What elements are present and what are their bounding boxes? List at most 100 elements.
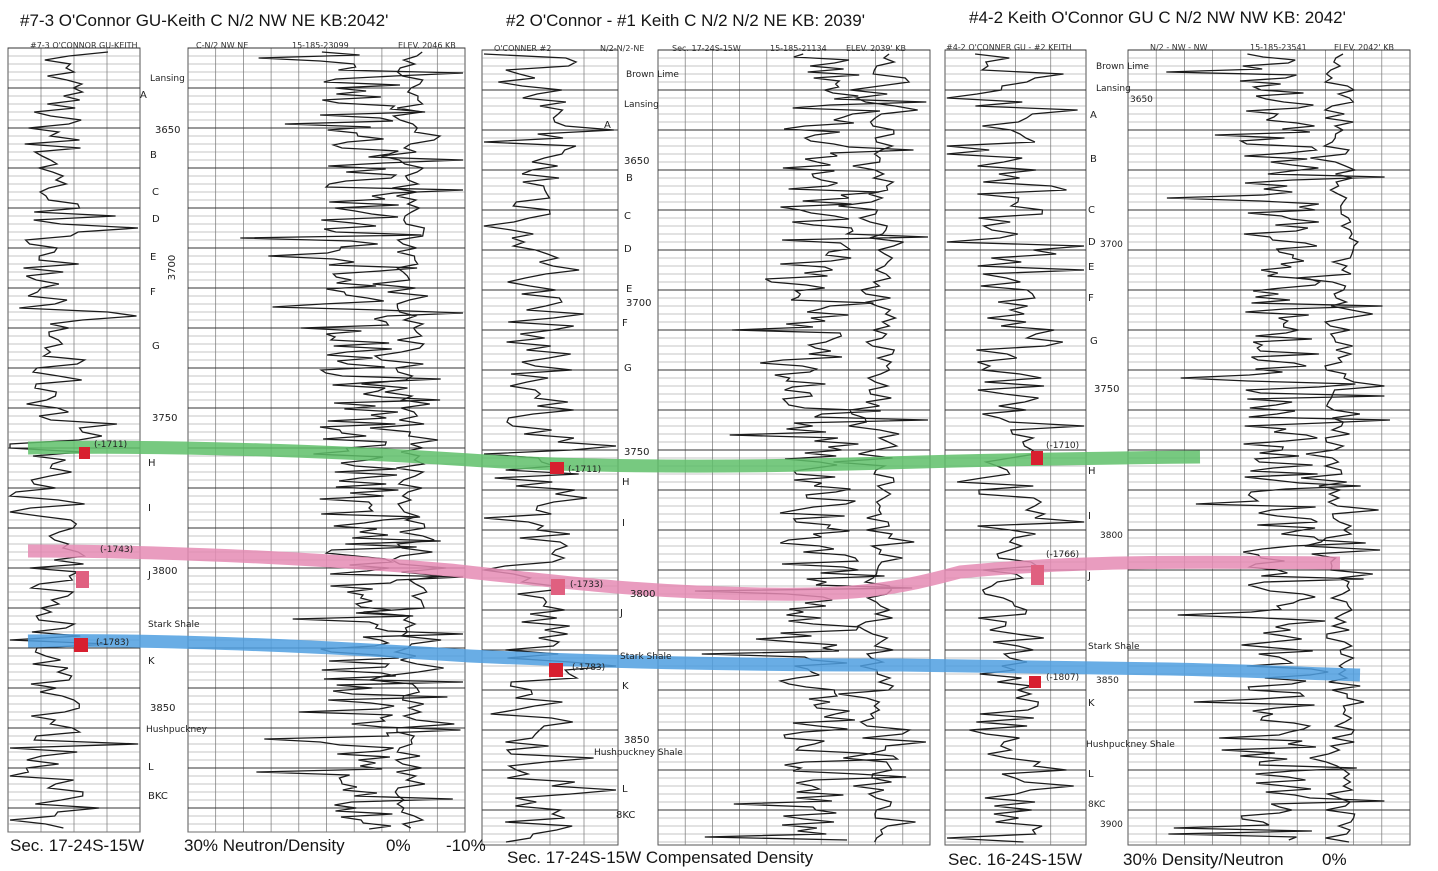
zone-label: G (1090, 336, 1098, 347)
pick-label: (-1733) (570, 580, 604, 590)
porosity-curve-secondary (833, 53, 926, 843)
pick-label: (-1711) (94, 440, 128, 450)
pick-label: (-1783) (572, 663, 606, 673)
depth-label: 3650 (624, 156, 650, 167)
zone-label: E (150, 252, 157, 263)
well-3-log-header-api: 15-185-23541 (1250, 43, 1307, 52)
log-track-scale-lines (684, 50, 904, 845)
zone-label: Lansing (150, 74, 185, 84)
zone-label: J (148, 570, 151, 581)
zone-label: 8KC (616, 810, 636, 821)
zone-label: C (1088, 205, 1095, 216)
zone-label: A (1090, 110, 1097, 121)
zone-label: D (1088, 237, 1096, 248)
well-3-footer-scale-right: 0% (1322, 850, 1347, 869)
pick-marker (549, 663, 563, 677)
pick-label: (-1743) (100, 545, 134, 555)
zone-label: Stark Shale (1088, 642, 1140, 652)
gamma-ray-curve (8, 51, 139, 829)
zone-label: Stark Shale (148, 620, 200, 630)
well-2-log-header-location: N/2-N/2-NE (600, 44, 645, 53)
well-1-log-header-api: 15-185-23099 (292, 41, 349, 50)
pick-marker (74, 638, 88, 652)
zone-label: L (1088, 769, 1094, 780)
well-2-log-header-section: Sec. 17-24S-15W (672, 44, 741, 53)
zone-label: Hushpuckney Shale (1086, 740, 1175, 750)
zone-label: Brown Lime (1096, 62, 1149, 72)
zone-label: I (622, 518, 625, 529)
zone-label: I (148, 503, 151, 514)
well-1-footer-scale: 30% Neutron/Density (184, 836, 345, 855)
well-2-log-header-name: O'CONNER #2 (494, 44, 552, 53)
depth-label: 3850 (150, 703, 176, 714)
depth-label: 3750 (624, 447, 650, 458)
correlation-band-blue (27, 634, 1361, 682)
pick-label: (-1711) (568, 465, 602, 475)
depth-label: 3850 (1096, 676, 1119, 686)
well-2-title: #2 O'Connor - #1 Keith C N/2 N/2 NE KB: … (506, 11, 865, 30)
pick-marker (76, 571, 89, 588)
well-3-title: #4-2 Keith O'Connor GU C N/2 NW NW KB: 2… (969, 8, 1346, 27)
pick-marker (79, 447, 90, 459)
depth-label: 3650 (1130, 95, 1153, 105)
porosity-curve (694, 53, 929, 841)
depth-label: 3700 (626, 298, 652, 309)
well-1-footer-section: Sec. 17-24S-15W (10, 836, 145, 855)
zone-label: 8KC (1088, 800, 1106, 810)
porosity-curve (240, 51, 464, 830)
zone-label: A (140, 90, 147, 101)
zone-label: J (1088, 571, 1091, 582)
zone-label: C (624, 211, 631, 222)
depth-label: 3750 (1094, 384, 1120, 395)
well-2-log-header-api: 15-185-21134 (770, 44, 827, 53)
log-grid-layer (7, 47, 1411, 846)
well-3-log-header-name: #4-2 O'CONNER GU - #2 KEITH (946, 43, 1072, 52)
depth-label: 3900 (1100, 820, 1123, 830)
gamma-ray-curve (483, 53, 617, 843)
pick-label: (-1710) (1046, 441, 1080, 451)
zone-label: F (1088, 293, 1094, 304)
zone-label: Stark Shale (620, 652, 672, 662)
depth-label: 3800 (630, 589, 656, 600)
correlation-band-layer (27, 440, 1361, 688)
zone-label: Lansing (624, 100, 659, 110)
zone-label: K (148, 656, 155, 667)
log-track-scale-lines (979, 50, 1052, 845)
zone-label: Hushpuckney (146, 725, 208, 735)
well-3-footer-section: Sec. 16-24S-15W (948, 850, 1083, 869)
porosity-curve-secondary (1296, 53, 1385, 843)
zone-label: B (150, 150, 157, 161)
depth-label: 3700 (1100, 240, 1123, 250)
well-1-footer-scale-mid: 0% (386, 836, 411, 855)
zone-label: I (1088, 511, 1091, 522)
pick-marker (551, 579, 565, 595)
zone-label: E (626, 284, 633, 295)
well-1-title: #7-3 O'Connor GU-Keith C N/2 NW NE KB:20… (20, 11, 389, 30)
depth-label: 3700 (167, 254, 179, 281)
zone-label: C (152, 187, 159, 198)
zone-label: Lansing (1096, 84, 1131, 94)
zone-label: D (624, 244, 632, 255)
well-3-footer-scale: 30% Density/Neutron (1123, 850, 1284, 869)
pick-marker (1031, 451, 1043, 465)
zone-label: J (620, 608, 623, 619)
pick-marker (550, 462, 564, 474)
zone-label: H (148, 458, 156, 469)
well-1-footer-scale-right: -10% (446, 836, 486, 855)
zone-label: D (152, 214, 160, 225)
zone-label: H (1088, 466, 1096, 477)
porosity-curve (1166, 53, 1391, 841)
well-1-log-header-name: #7-3 O'CONNOR GU-KEITH (30, 41, 138, 50)
correlation-band-green (27, 440, 1201, 473)
correlation-band-pink (27, 544, 1341, 601)
porosity-curve-secondary (361, 51, 455, 829)
well-2-log-header-elev: ELEV. 2039' KB (846, 44, 906, 53)
zone-label: H (622, 477, 630, 488)
log-track-scale-lines (515, 50, 585, 845)
zone-label: G (624, 363, 632, 374)
depth-label: 3850 (624, 735, 650, 746)
zone-label: F (622, 318, 628, 329)
zone-label: BKC (148, 791, 168, 802)
pick-marker (1031, 565, 1044, 585)
